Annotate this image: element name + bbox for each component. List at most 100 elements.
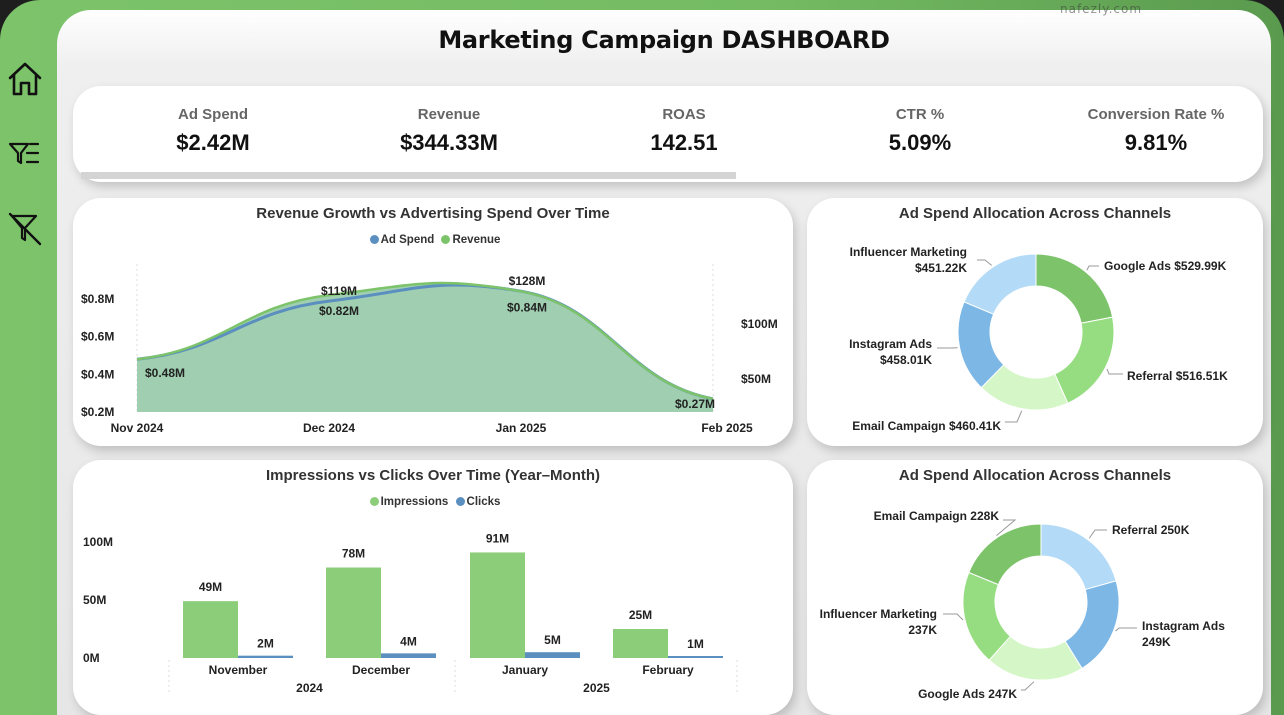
legend-dot-clicks xyxy=(455,497,465,506)
slice-label: Email Campaign $460.41K xyxy=(852,419,1001,433)
data-label-ad-spend: $0.27M xyxy=(675,397,715,411)
chart-legend: Impressions Clicks xyxy=(73,496,793,508)
clear-filter-icon[interactable] xyxy=(4,206,46,248)
legend-dot-impressions xyxy=(369,497,379,506)
leader-line xyxy=(977,259,993,266)
chart-title: Ad Spend Allocation Across Channels xyxy=(898,467,1172,484)
chart-legend: Ad Spend Revenue xyxy=(73,234,793,246)
slice-label: Instagram Ads xyxy=(849,337,932,351)
slice-label: Email Campaign 228K xyxy=(874,509,1000,523)
leader-line xyxy=(943,613,964,621)
kpi-value: $2.42M xyxy=(176,130,250,155)
slice-label: 237K xyxy=(908,623,937,637)
slice-label: 249K xyxy=(1142,635,1171,649)
leader-line xyxy=(1086,265,1099,271)
data-label-clicks: 5M xyxy=(544,633,561,647)
bar-clicks xyxy=(238,655,293,658)
data-label-impressions: 25M xyxy=(629,608,652,622)
chart-title: Impressions vs Clicks Over Time (Year–Mo… xyxy=(265,467,601,484)
slice-label: $458.01K xyxy=(880,353,932,367)
legend-dot-ad-spend xyxy=(369,235,379,244)
x-tick-month: December xyxy=(352,663,410,677)
slice-label: Influencer Marketing xyxy=(820,607,937,621)
y-tick-right: $100M xyxy=(741,317,778,331)
x-tick-year: 2024 xyxy=(296,681,323,695)
x-tick: Jan 2025 xyxy=(496,421,547,435)
bar-clicks xyxy=(525,652,580,658)
slice-label: $451.22K xyxy=(915,261,967,275)
kpi-ad-spend: Ad Spend $2.42M xyxy=(113,106,313,156)
area-revenue-fill xyxy=(137,282,713,412)
data-label-ad-spend: $0.48M xyxy=(145,366,185,380)
kpi-label: Revenue xyxy=(417,106,481,123)
x-tick-month: January xyxy=(502,663,548,677)
legend-label: Revenue xyxy=(452,234,501,246)
kpi-label: Ad Spend xyxy=(178,106,248,123)
x-tick-month: February xyxy=(642,663,694,677)
kpi-label: ROAS xyxy=(662,106,706,123)
bar-chart: 0M 50M 100M 49M 2M November 78M 4M December 91M 5M… xyxy=(83,531,738,695)
data-label-clicks: 4M xyxy=(400,634,417,648)
y-tick: 0M xyxy=(83,651,100,665)
legend-label: Impressions xyxy=(380,496,449,508)
bar-impressions xyxy=(183,601,238,658)
data-label-clicks: 1M xyxy=(687,637,704,651)
kpi-value: 142.51 xyxy=(650,130,718,155)
y-tick-right: $50M xyxy=(741,372,771,386)
filter-list-icon[interactable] xyxy=(4,132,46,174)
kpi-ctr: CTR % 5.09% xyxy=(820,106,1020,156)
data-label-revenue: $128M xyxy=(509,274,546,288)
kpi-label: CTR % xyxy=(895,106,945,123)
donut-chart-2: Referral 250K Instagram Ads 249K Google Ads… xyxy=(820,509,1226,701)
kpi-revenue: Revenue $344.33M xyxy=(349,106,549,156)
impressions-vs-clicks-card: Impressions vs Clicks Over Time (Year–Mo… xyxy=(73,460,793,715)
kpi-roas: ROAS 142.51 xyxy=(584,106,784,156)
legend-label: Clicks xyxy=(466,496,501,508)
bar-clicks xyxy=(381,653,436,658)
x-tick: Feb 2025 xyxy=(701,421,753,435)
donut-slice xyxy=(963,253,1037,315)
bar-impressions xyxy=(613,629,668,658)
ad-spend-allocation-card-2: Ad Spend Allocation Across Channels Refe… xyxy=(807,460,1263,715)
legend-label: Ad Spend xyxy=(380,234,435,246)
y-tick: 50M xyxy=(83,593,106,607)
data-label-impressions: 78M xyxy=(342,547,365,561)
kpi-scrollbar[interactable] xyxy=(81,172,736,179)
y-tick-left: $0.2M xyxy=(81,405,114,419)
home-icon[interactable] xyxy=(4,58,46,100)
donut-chart-1: Google Ads $529.99K Referral $516.51K Emai… xyxy=(849,245,1228,433)
donut-slice xyxy=(1054,316,1115,404)
x-tick: Dec 2024 xyxy=(303,421,355,435)
x-tick-month: November xyxy=(209,663,268,677)
line-revenue xyxy=(136,281,714,401)
dashboard-canvas: Marketing Campaign DASHBOARD Ad Spend $2… xyxy=(57,10,1271,715)
data-label-ad-spend: $0.84M xyxy=(507,300,547,314)
kpi-value: 5.09% xyxy=(888,130,952,155)
ad-spend-allocation-card-1: Ad Spend Allocation Across Channels Goog… xyxy=(807,198,1263,446)
data-label-impressions: 91M xyxy=(486,531,509,545)
y-tick-left: $0.8M xyxy=(81,292,114,306)
leader-line xyxy=(1005,410,1023,423)
donut-slice xyxy=(1040,523,1117,591)
x-tick-year: 2025 xyxy=(583,681,610,695)
kpi-label: Conversion Rate % xyxy=(1087,106,1225,123)
area-chart: $0.2M $0.4M $0.6M $0.8M $50M $100M $0.48M $0.82… xyxy=(81,264,778,435)
bar-impressions xyxy=(326,567,381,658)
slice-label: Referral $516.51K xyxy=(1127,369,1228,383)
slice-label: Instagram Ads xyxy=(1142,619,1225,633)
leader-line xyxy=(1021,681,1035,691)
slice-label: Google Ads $529.99K xyxy=(1104,259,1227,273)
bar-impressions xyxy=(470,552,525,658)
y-tick-left: $0.6M xyxy=(81,330,114,344)
kpi-conversion-rate: Conversion Rate % 9.81% xyxy=(1056,106,1256,156)
slice-label: Referral 250K xyxy=(1112,523,1190,537)
legend-dot-revenue xyxy=(441,235,451,244)
leader-line xyxy=(1088,529,1107,539)
kpi-value: $344.33M xyxy=(400,130,498,155)
data-label-impressions: 49M xyxy=(199,580,222,594)
leader-line xyxy=(1115,627,1137,632)
donut-slice xyxy=(968,523,1042,586)
kpi-card: Ad Spend $2.42M Revenue $344.33M ROAS 14… xyxy=(73,86,1263,182)
y-tick: 100M xyxy=(83,535,113,549)
y-tick-left: $0.4M xyxy=(81,367,114,381)
